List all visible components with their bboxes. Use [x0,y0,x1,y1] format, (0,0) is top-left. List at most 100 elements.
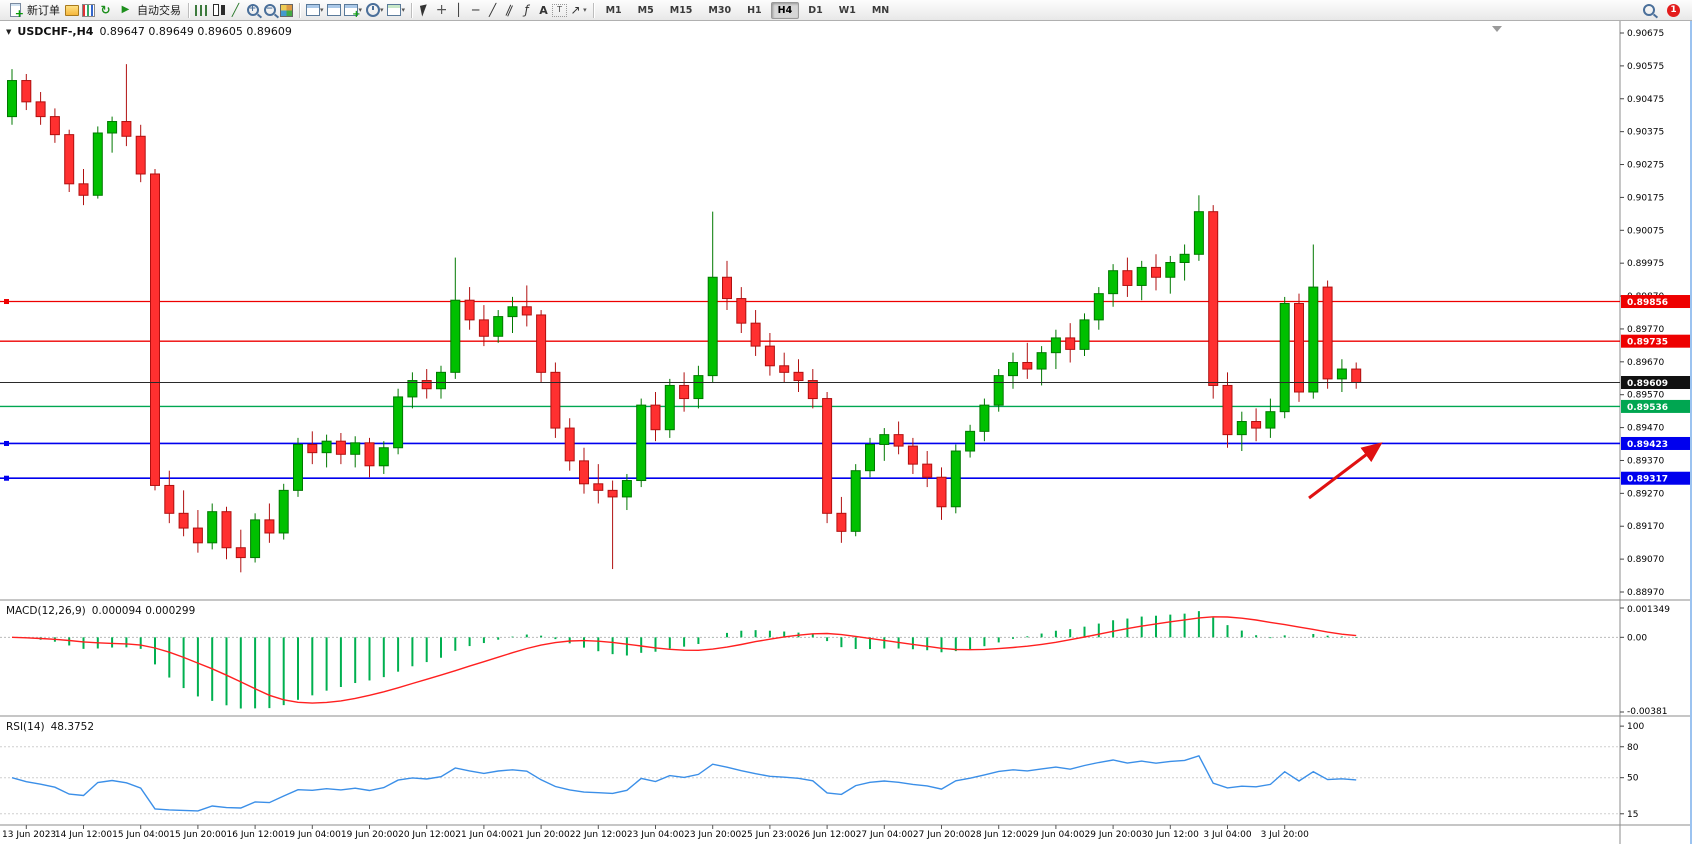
candles [7,64,1362,573]
refresh-icon[interactable]: ↻ [100,3,111,17]
chevron-down-icon[interactable]: ▾ [320,6,324,14]
panel-frames [0,20,1692,844]
text-label-icon[interactable] [552,3,568,17]
tile-windows-icon[interactable] [278,2,295,18]
svg-text:23 Jun 20:00: 23 Jun 20:00 [684,830,741,840]
vertical-line-icon[interactable]: │ [454,3,463,17]
tf-m15-button[interactable]: M15 [669,4,693,16]
fibonacci-icon[interactable]: ƒ [524,3,529,17]
rsi-label: RSI(14) 48.3752 [6,721,94,733]
new-order-icon [7,2,24,19]
price-tags: 0.89856 0.89735 0.89609 0.89536 0.89423 0.893… [1621,295,1691,485]
line-chart-icon[interactable]: ╱ [231,3,240,17]
toolbar-separator [188,2,189,18]
chevron-down-icon[interactable]: ▾ [380,6,384,14]
svg-text:27 Jun 20:00: 27 Jun 20:00 [913,830,970,840]
svg-text:3 Jul 20:00: 3 Jul 20:00 [1261,830,1310,840]
rsi-panel: 100 80 50 15 [0,722,1644,820]
tf-mn-button[interactable]: MN [871,4,890,16]
chart-canvas[interactable]: 0.90675 0.90575 0.90475 0.90375 0.90275 0.901… [0,20,1692,844]
svg-text:19 Jun 04:00: 19 Jun 04:00 [284,830,341,840]
macd-label: MACD(12,26,9) 0.000094 0.000299 [6,605,195,617]
tf-w1-button[interactable]: W1 [838,4,856,16]
toolbar: 新订单 ↻ ▶ 自动交易 ╱ ▾ ▾ ▾ ▾ + │ ─ ╱ ∥ ƒ A [0,0,1692,21]
tf-d1-button[interactable]: D1 [808,4,823,16]
cursor-icon[interactable] [416,2,433,18]
svg-text:50: 50 [1627,774,1639,784]
autotrading-button[interactable]: ▶ 自动交易 [114,1,184,19]
chevron-down-icon[interactable]: ▾ [583,6,587,14]
text-tool-icon[interactable]: A [539,3,548,17]
svg-text:15: 15 [1627,810,1638,820]
svg-text:80: 80 [1627,743,1639,753]
toolbar-right-zone: 1 [1640,2,1688,18]
arrows-tool-icon[interactable]: ↗ [570,3,581,17]
zoom-out-lens [263,4,276,16]
symbol-timeframe: USDCHF-,H4 [17,25,94,38]
tf-h1-button[interactable]: H1 [747,4,762,16]
svg-text:13 Jun 2023: 13 Jun 2023 [2,830,56,840]
chevron-down-icon[interactable]: ▾ [401,6,406,14]
tf-m5-button[interactable]: M5 [637,4,654,16]
horizontal-lines[interactable] [0,299,1620,481]
svg-text:100: 100 [1627,722,1644,732]
svg-text:14 Jun 12:00: 14 Jun 12:00 [55,830,112,840]
profiles-icon[interactable] [63,2,80,18]
svg-text:15 Jun 04:00: 15 Jun 04:00 [112,830,169,840]
cascade-windows-icon[interactable] [326,2,343,18]
svg-text:0.89270: 0.89270 [1627,489,1664,499]
svg-text:0.90075: 0.90075 [1627,226,1664,236]
svg-text:29 Jun 20:00: 29 Jun 20:00 [1085,830,1142,840]
svg-text:-0.00381: -0.00381 [1627,707,1667,717]
macd-values: 0.000094 0.000299 [91,605,196,617]
svg-text:0.89975: 0.89975 [1627,259,1664,269]
new-order-label: 新订单 [27,4,60,17]
toolbar-separator [411,2,413,18]
zoom-in-icon[interactable] [244,2,261,18]
svg-text:15 Jun 20:00: 15 Jun 20:00 [169,830,226,840]
svg-text:28 Jun 12:00: 28 Jun 12:00 [970,830,1027,840]
svg-text:20 Jun 12:00: 20 Jun 12:00 [398,830,455,840]
new-order-button[interactable]: 新订单 [4,1,63,19]
search-icon[interactable] [1640,2,1657,18]
svg-text:0.90375: 0.90375 [1627,128,1664,138]
ohlc-values: 0.89647 0.89649 0.89605 0.89609 [99,25,292,38]
search-lens [1642,4,1655,16]
indicators-icon[interactable] [80,2,97,18]
templates-icon[interactable] [386,2,403,18]
chart-shift-icon[interactable] [1492,26,1502,32]
toolbar-separator [592,2,594,18]
tf-m30-button[interactable]: M30 [708,4,732,16]
svg-text:0.89609: 0.89609 [1627,379,1668,389]
new-chart-icon[interactable] [343,2,360,20]
periods-icon[interactable] [364,2,381,18]
window-edge [1690,0,1692,844]
svg-text:0.88970: 0.88970 [1627,588,1664,598]
price-axis[interactable]: 0.90675 0.90575 0.90475 0.90375 0.90275 0.901… [1620,29,1664,598]
svg-text:21 Jun 04:00: 21 Jun 04:00 [455,830,512,840]
rsi-value: 48.3752 [50,721,95,733]
svg-text:0.89570: 0.89570 [1627,391,1664,401]
svg-text:0.90175: 0.90175 [1627,193,1664,203]
tf-h4-button[interactable]: H4 [770,1,800,19]
svg-text:0.001349: 0.001349 [1627,605,1670,615]
trendline-icon[interactable]: ╱ [488,3,497,17]
svg-text:0.89317: 0.89317 [1627,475,1668,485]
crosshair-icon[interactable]: + [435,2,448,18]
svg-text:25 Jun 23:00: 25 Jun 23:00 [741,830,798,840]
arrange-windows-icon[interactable] [304,2,321,18]
svg-text:0.89470: 0.89470 [1627,424,1664,434]
candlestick-chart-icon[interactable] [210,2,227,18]
chart-title: ▼ USDCHF-,H4 0.89647 0.89649 0.89605 0.8… [6,25,292,38]
zoom-out-icon [261,2,278,18]
notification-badge[interactable]: 1 [1667,3,1680,17]
collapse-icon[interactable]: ▼ [6,27,12,36]
arrow-annotation[interactable] [1308,442,1383,500]
svg-text:0.90575: 0.90575 [1627,62,1664,72]
bar-chart-icon[interactable] [193,2,210,18]
tf-m1-button[interactable]: M1 [605,4,622,16]
horizontal-line-icon[interactable]: ─ [471,3,480,17]
svg-text:3 Jul 04:00: 3 Jul 04:00 [1203,830,1252,840]
